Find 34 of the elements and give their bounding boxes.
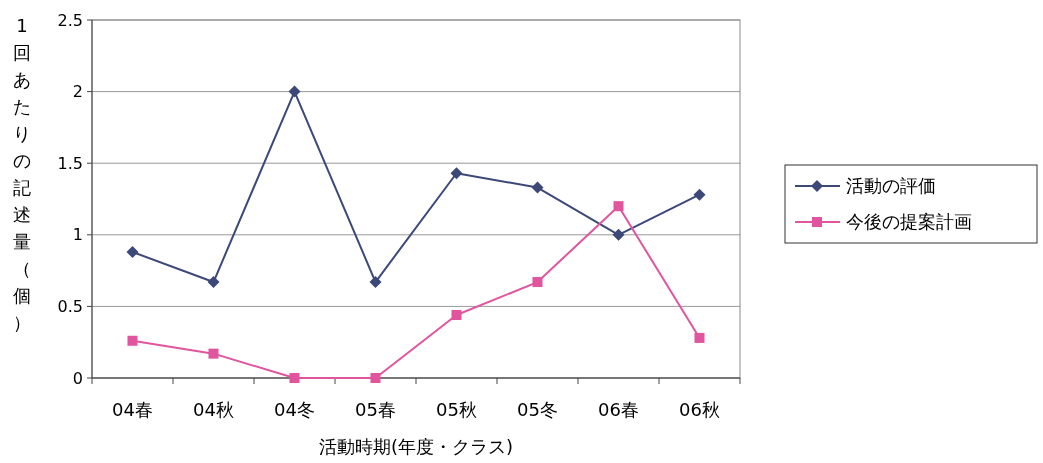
x-tick-label: 06秋: [679, 399, 720, 420]
x-axis-title: 活動時期(年度・クラス): [318, 436, 514, 457]
x-tick-label: 04秋: [193, 399, 234, 420]
text: 1回あたりの記述量（個）: [13, 15, 31, 333]
point: [369, 276, 382, 289]
point: [289, 373, 300, 383]
point: [208, 348, 219, 359]
point: [450, 167, 463, 180]
x-tick-label: 04春: [112, 399, 153, 420]
x-tick-label: 04冬: [274, 399, 315, 420]
point: [532, 277, 543, 288]
point: [127, 335, 138, 346]
x-tick-label: 05冬: [517, 399, 558, 420]
y-tick-label: 1.5: [57, 153, 83, 173]
point: [288, 85, 301, 98]
point: [613, 201, 624, 212]
point: [451, 309, 462, 320]
y-tick-label: 1: [72, 225, 83, 245]
y-tick-label: 2.5: [57, 10, 83, 30]
x-tick-label: 05春: [355, 399, 396, 420]
point: [531, 181, 544, 194]
point: [693, 188, 706, 201]
point: [207, 276, 220, 289]
legend-label: 活動の評価: [846, 175, 936, 197]
x-tick-label: 05秋: [436, 399, 477, 420]
point: [370, 373, 381, 383]
point: [612, 228, 625, 241]
point: [694, 332, 705, 343]
x-tick-label: 06春: [598, 399, 639, 420]
point: [126, 245, 139, 258]
y-tick-label: 2: [72, 82, 83, 102]
legend-label: 今後の提案計画: [846, 211, 972, 233]
y-tick-label: 0: [72, 368, 83, 388]
y-tick-label: 0.5: [57, 297, 83, 316]
